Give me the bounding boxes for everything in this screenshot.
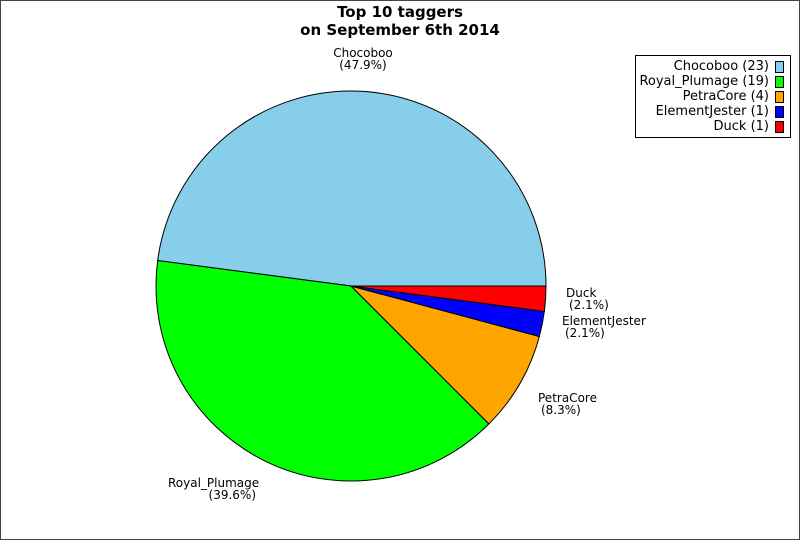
- legend-swatch: [775, 120, 784, 133]
- slice-label-chocoboo: Chocoboo: [333, 46, 393, 60]
- pie-slice-duck: [350, 285, 547, 313]
- legend-swatch: [775, 105, 784, 118]
- slice-percent-royal-plumage: (39.6%): [209, 488, 256, 502]
- legend-label: Chocoboo (23): [673, 59, 769, 74]
- slice-percent-duck: (2.1%): [569, 298, 609, 312]
- legend-item-elementjester: ElementJester (1): [636, 104, 790, 119]
- slice-percent-chocoboo: (47.9%): [339, 58, 386, 72]
- legend-swatch: [775, 90, 784, 103]
- legend-swatch: [775, 60, 784, 73]
- slice-label-petracore: PetraCore: [538, 391, 597, 405]
- legend-label: Royal_Plumage (19): [639, 74, 769, 89]
- slice-label-elementjester: ElementJester: [562, 314, 646, 328]
- legend-label: Duck (1): [713, 119, 769, 134]
- legend-swatch: [775, 75, 784, 88]
- pie-slice-chocoboo: [157, 90, 547, 287]
- slice-percent-elementjester: (2.1%): [565, 326, 605, 340]
- chart-title: Top 10 taggers: [337, 3, 463, 21]
- pie-slice-royal-plumage: [155, 259, 490, 482]
- legend-label: PetraCore (4): [682, 89, 769, 104]
- legend-item-petracore: PetraCore (4): [636, 89, 790, 104]
- legend: Chocoboo (23) Royal_Plumage (19) PetraCore…: [635, 55, 791, 138]
- slice-label-royal-plumage: Royal_Plumage: [168, 476, 259, 490]
- chart-title-block: Top 10 taggers on September 6th 2014: [1, 3, 799, 39]
- slice-percent-petracore: (8.3%): [541, 403, 581, 417]
- legend-label: ElementJester (1): [655, 104, 769, 119]
- pie-slice-petracore: [349, 285, 540, 425]
- slice-label-duck: Duck: [566, 286, 596, 300]
- legend-item-chocoboo: Chocoboo (23): [636, 59, 790, 74]
- chart-subtitle: on September 6th 2014: [300, 21, 500, 39]
- legend-item-duck: Duck (1): [636, 119, 790, 134]
- legend-item-royal-plumage: Royal_Plumage (19): [636, 74, 790, 89]
